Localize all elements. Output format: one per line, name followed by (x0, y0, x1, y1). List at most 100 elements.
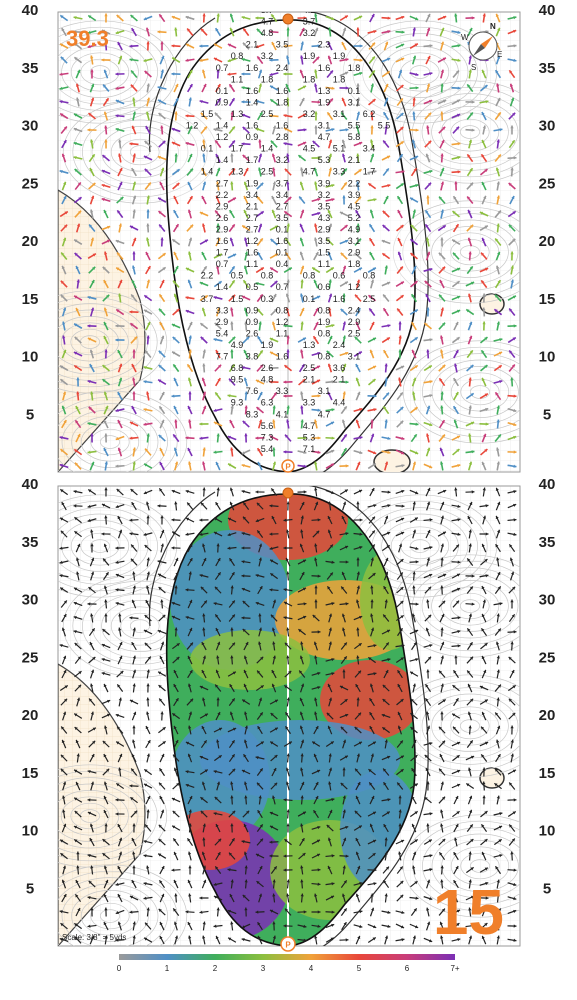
slope-label: 1.8 (303, 74, 316, 84)
slope-label: 2.5 (303, 363, 316, 373)
slope-label: 2.9 (318, 224, 331, 234)
start-marker-bottom: P (280, 936, 296, 952)
slope-label: 0.8 (261, 271, 274, 281)
slope-label: 1.5 (231, 294, 244, 304)
slope-label: 4.7 (261, 17, 274, 27)
slope-label: 1.5 (318, 248, 331, 258)
y-tick-left: 15 (22, 291, 39, 308)
slope-label: 3.1 (318, 121, 331, 131)
slope-label: 1.4 (201, 167, 214, 177)
y-tick-left: 5 (26, 406, 34, 423)
slope-label: 0.8 (318, 305, 331, 315)
slope-label: 1.6 (318, 63, 331, 73)
slope-label: 2.1 (348, 155, 361, 165)
slope-label: 4.2 (303, 5, 316, 15)
slope-label: 3.2 (276, 155, 289, 165)
slope-label: 1.4 (216, 121, 229, 131)
slope-label: 5.7 (261, 5, 274, 15)
slope-label: 1.2 (216, 132, 229, 142)
slope-label: 2.7 (216, 178, 229, 188)
slope-label: 0.4 (276, 259, 289, 269)
slope-label: 6.2 (363, 109, 376, 119)
slope-label: 0.3 (261, 294, 274, 304)
slope-label: 3.4 (276, 190, 289, 200)
slope-label: 5.4 (261, 444, 274, 454)
legend-label: 0 (117, 964, 122, 973)
y-tick-right: 10 (539, 349, 556, 366)
slope-label: 2.9 (348, 317, 361, 327)
y-tick-right: 5 (543, 880, 551, 897)
slope-label: 1.6 (246, 248, 259, 258)
slope-label: 3.4 (363, 144, 376, 154)
slope-label: 3.1 (348, 236, 361, 246)
slope-label: 2.6 (261, 363, 274, 373)
slope-label: 0.9 (216, 97, 229, 107)
y-tick-right: 35 (539, 534, 556, 551)
slope-label: 1.9 (318, 317, 331, 327)
legend-label: 3 (261, 964, 266, 973)
slope-label: 1.6 (276, 352, 289, 362)
distance-label: 39.3 (66, 26, 109, 51)
legend-label: 5 (357, 964, 362, 973)
slope-label: 6.8 (231, 363, 244, 373)
compass-w: W (461, 33, 469, 42)
slope-label: 3.2 (261, 51, 274, 61)
slope-label: 3.5 (276, 40, 289, 50)
y-tick-right: 35 (539, 60, 556, 77)
compass-s: S (471, 63, 476, 72)
slope-label: 0.1 (276, 224, 289, 234)
slope-label: 2.1 (303, 375, 316, 385)
slope-label: 0.7 (216, 63, 229, 73)
hole-number: 15 (433, 876, 504, 948)
y-tick-left: 40 (22, 476, 39, 493)
slope-label: 1.7 (363, 167, 376, 177)
slope-label: 2.4 (276, 63, 289, 73)
slope-label: 1.4 (261, 144, 274, 154)
slope-label: 2.2 (348, 178, 361, 188)
slope-label: 3.6 (333, 363, 346, 373)
slope-label: 1.6 (276, 86, 289, 96)
slope-label: 5.2 (348, 213, 361, 223)
bottom-panel: P Scale: 3/8" = 5yds 15 (57, 485, 521, 952)
y-tick-right: 5 (543, 406, 551, 423)
y-tick-left: 5 (26, 880, 34, 897)
slope-label: 1.9 (303, 51, 316, 61)
slope-labels: 5.7 4.24.7 3.74.8 3.22.1 3.5 2.30.8 3.2 1.9 1.90… (186, 5, 391, 454)
slope-label: 0.1 (276, 248, 289, 258)
y-tick-right: 30 (539, 592, 556, 609)
slope-label: 3.1 (318, 386, 331, 396)
slope-label: 1.8 (348, 259, 361, 269)
legend-label: 1 (165, 964, 170, 973)
slope-label: 2.6 (246, 328, 259, 338)
compass-n: N (490, 22, 496, 31)
slope-label: 2.7 (246, 224, 259, 234)
bunker-right-bottom (479, 767, 505, 789)
slope-label: 3.9 (318, 178, 331, 188)
slope-label: 4.4 (333, 398, 346, 408)
y-tick-left: 15 (22, 765, 39, 782)
slope-label: 2.5 (363, 294, 376, 304)
legend-label: 6 (405, 964, 410, 973)
slope-label: 0.8 (318, 328, 331, 338)
slope-label: 1.4 (216, 282, 229, 292)
slope-label: 1.8 (276, 97, 289, 107)
color-legend: 0 1 2 3 4 5 6 7+ (117, 954, 460, 973)
slope-label: 1.8 (261, 74, 274, 84)
slope-label: 4.3 (318, 213, 331, 223)
slope-label: 0.1 (216, 86, 229, 96)
y-tick-left: 20 (22, 707, 39, 724)
slope-label: 2.3 (318, 40, 331, 50)
slope-label: 4.5 (348, 201, 361, 211)
slope-label: 2.2 (201, 271, 214, 281)
slope-label: 7.3 (261, 432, 274, 442)
slope-label: 1.6 (276, 236, 289, 246)
y-tick-right: 15 (539, 291, 556, 308)
slope-label: 1.8 (348, 63, 361, 73)
slope-label: 1.9 (261, 340, 274, 350)
slope-label: 0.1 (201, 144, 214, 154)
compass-e: E (497, 50, 502, 59)
slope-label: 3.2 (318, 190, 331, 200)
slope-label: 4.7 (303, 167, 316, 177)
y-tick-left: 25 (22, 175, 39, 192)
compass-rose: N E S W (461, 22, 502, 72)
